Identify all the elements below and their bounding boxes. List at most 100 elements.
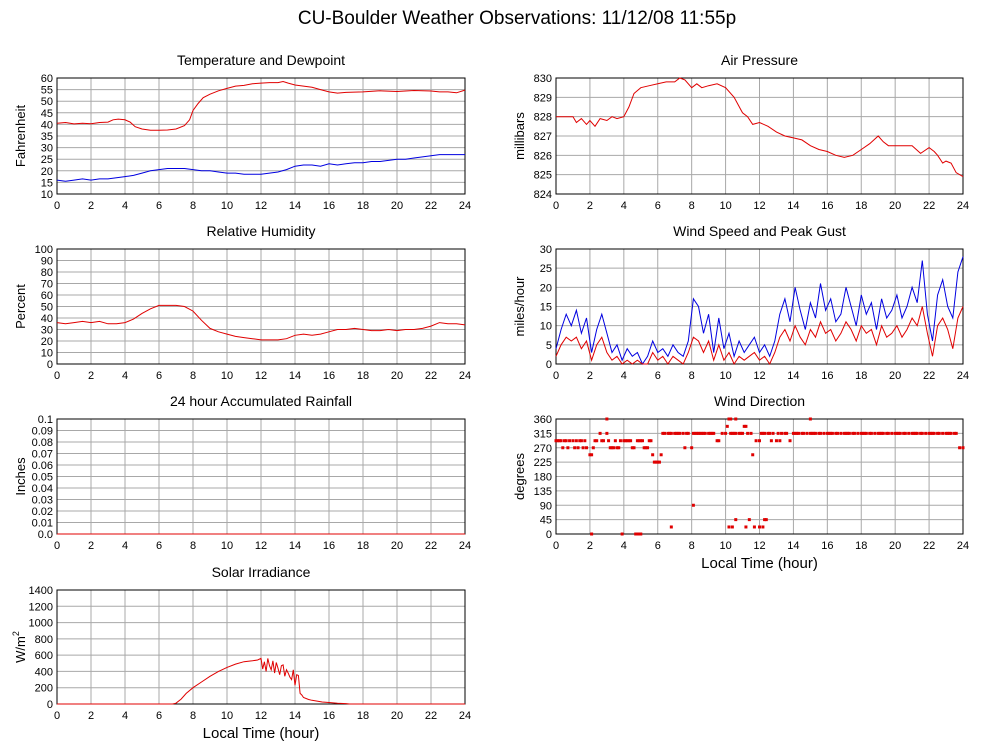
y-tick-label: 828 [534,112,552,124]
x-tick-label: 22 [425,540,437,552]
data-point [730,431,734,435]
x-tick-label: 0 [553,200,559,212]
y-tick-label: 0.07 [32,449,53,461]
data-point [822,431,826,435]
data-point [608,446,612,450]
data-point [600,439,604,443]
x-tick-label: 24 [957,540,969,552]
x-tick-label: 22 [425,710,437,722]
data-point [890,431,894,435]
y-tick-label: 0.05 [32,472,53,484]
x-tick-label: 2 [88,370,94,382]
data-point [842,431,846,435]
data-point [564,439,568,443]
data-point [769,439,773,443]
data-point [635,532,639,536]
data-point [808,417,812,421]
data-point [605,431,609,435]
data-point [907,431,911,435]
y-tick-label: 600 [35,650,53,662]
y-tick-label: 826 [534,150,552,162]
y-axis-label: Percent [13,284,28,329]
y-tick-label: 50 [41,302,53,314]
data-point [717,439,721,443]
data-point [669,431,673,435]
page-title: CU-Boulder Weather Observations: 11/12/0… [297,8,737,29]
data-point [669,525,673,529]
y-tick-label: 30 [41,325,53,337]
data-point [678,431,682,435]
data-point [829,431,833,435]
data-point [630,446,634,450]
x-tick-label: 18 [357,540,369,552]
series-0-points [554,417,965,536]
x-tick-label: 12 [753,540,765,552]
data-point [851,431,855,435]
y-tick-label: 824 [534,189,552,201]
x-tick-label: 0 [553,370,559,382]
data-point [830,431,834,435]
data-point [805,431,809,435]
data-point [878,431,882,435]
data-point [668,431,672,435]
data-point [593,439,597,443]
data-point [834,431,838,435]
x-tick-label: 12 [255,540,267,552]
data-point [607,439,611,443]
data-point [566,446,570,450]
y-axis-label: W/m2 [11,631,28,663]
data-point [620,532,624,536]
data-point [752,525,756,529]
data-point [632,446,636,450]
data-point [861,431,865,435]
x-tick-label: 18 [855,200,867,212]
x-tick-label: 2 [88,200,94,212]
y-axis-label-text: miles/hour [512,276,527,337]
x-tick-label: 8 [190,710,196,722]
data-point [578,439,582,443]
data-point [902,431,906,435]
data-point [876,431,880,435]
data-point [696,431,700,435]
data-point [898,431,902,435]
plot-frame [56,77,466,195]
chart-temp: 0 2 4 6 8 10 12 14 16 18 20 22 241015202530354045505… [13,52,471,212]
y-tick-label: 60 [41,290,53,302]
data-point [700,431,704,435]
x-tick-label: 16 [323,540,335,552]
data-point [924,431,928,435]
plot-frame [555,418,964,535]
y-tick-label: 1400 [29,585,53,597]
data-point [919,431,923,435]
data-point [686,431,690,435]
data-point [961,446,965,450]
data-point [734,431,738,435]
data-point [785,431,789,435]
data-point [562,439,566,443]
data-point [741,431,745,435]
chart-title: Wind Direction [714,393,805,409]
data-point [808,431,812,435]
data-point [793,431,797,435]
chart-winddir: 0 2 4 6 8 10 12 14 16 18 20 22 240459013518022527031… [512,393,969,572]
data-point [734,518,738,522]
x-tick-label: 22 [923,200,935,212]
data-point [744,525,748,529]
y-tick-label: 15 [540,302,552,314]
chart-solar: 0 2 4 6 8 10 12 14 16 18 20 22 240200400600800100012… [11,564,471,742]
x-tick-label: 2 [587,200,593,212]
x-tick-label: 12 [753,200,765,212]
data-point [691,431,695,435]
data-point [576,446,580,450]
data-point [610,446,614,450]
x-tick-label: 8 [689,540,695,552]
chart-pressure: 0 2 4 6 8 10 12 14 16 18 20 22 248248258268278288298… [512,52,969,212]
y-tick-label: 70 [41,279,53,291]
data-point [758,439,761,443]
data-point [813,431,817,435]
data-point [617,446,621,450]
x-tick-label: 6 [156,710,162,722]
y-axis-label-text: degrees [512,453,527,500]
y-tick-label: 0.01 [32,518,53,530]
data-point [771,431,775,435]
